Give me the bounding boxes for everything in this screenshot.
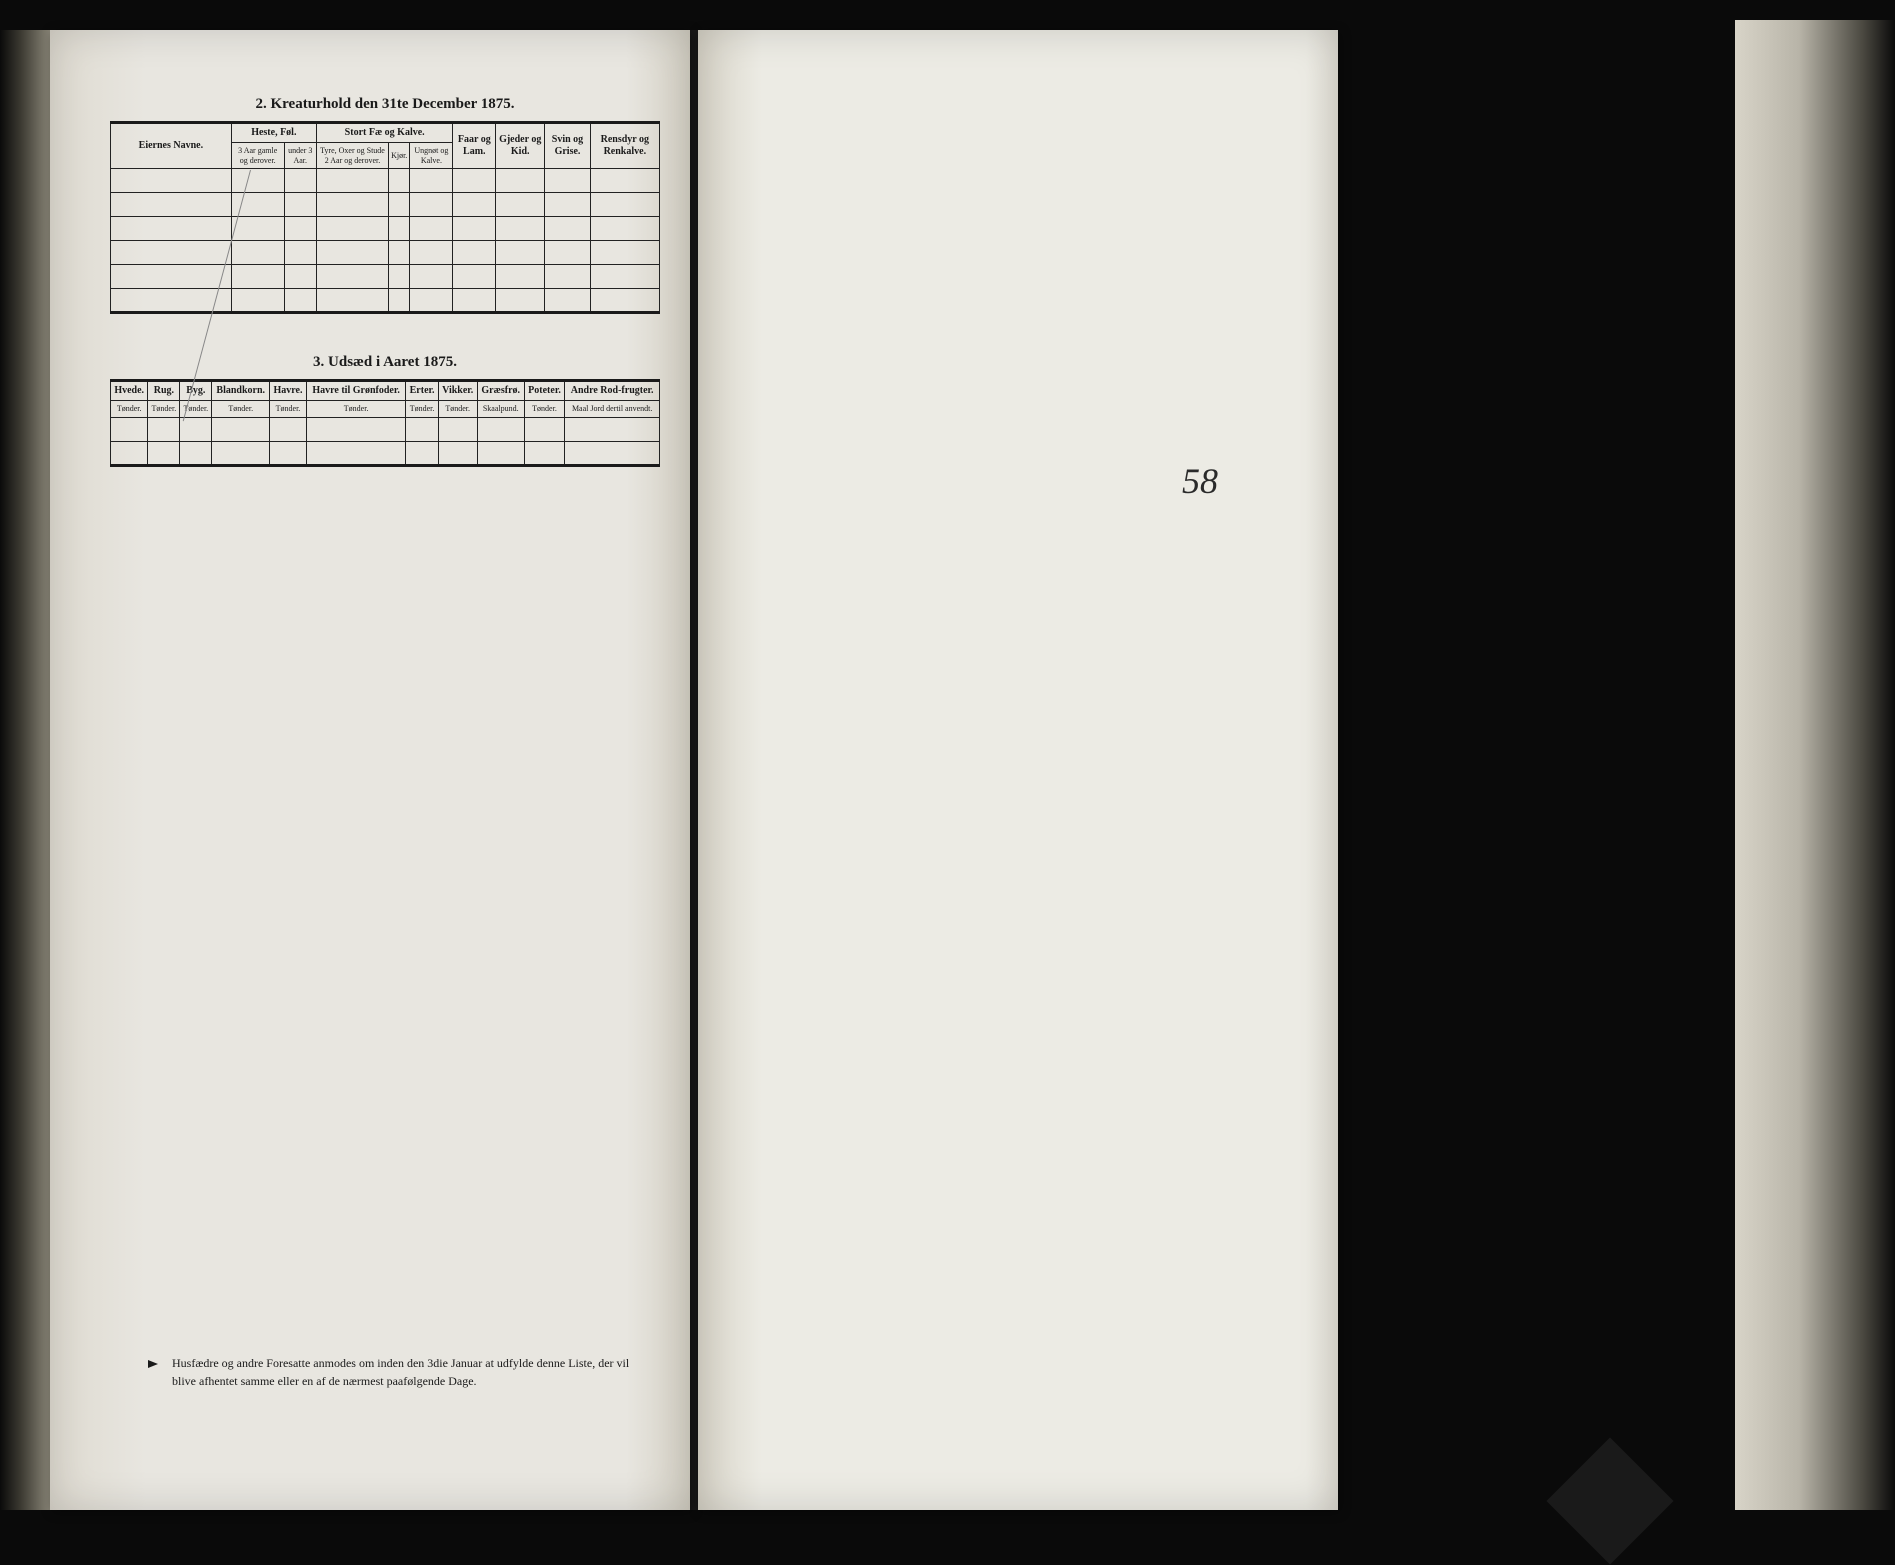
table-unit-row: Tønder. Tønder. Tønder. Tønder. Tønder. … bbox=[111, 401, 660, 418]
col-vikker: Vikker. bbox=[438, 381, 477, 401]
pointing-hand-icon bbox=[130, 1354, 160, 1390]
col-owner: Eiernes Navne. bbox=[111, 123, 232, 169]
table-row bbox=[111, 169, 660, 193]
handwritten-page-number: 58 bbox=[1182, 460, 1218, 502]
unit-tonder: Tønder. bbox=[306, 401, 406, 418]
col-pigs: Svin og Grise. bbox=[545, 123, 590, 169]
book-spine bbox=[690, 30, 698, 1510]
col-erter: Erter. bbox=[406, 381, 438, 401]
footer-text: Husfædre og andre Foresatte anmodes om i… bbox=[172, 1354, 650, 1390]
col-group-cattle: Stort Fæ og Kalve. bbox=[316, 123, 453, 143]
col-cattle-young: Ungnøt og Kalve. bbox=[410, 143, 453, 169]
col-havre: Havre. bbox=[270, 381, 307, 401]
col-horses-under3: under 3 Aar. bbox=[284, 143, 316, 169]
col-cattle-cows: Kjør. bbox=[389, 143, 410, 169]
table-row bbox=[111, 265, 660, 289]
col-havre-gron: Havre til Grønfoder. bbox=[306, 381, 406, 401]
table-row bbox=[111, 193, 660, 217]
seeding-body bbox=[111, 417, 660, 465]
unit-maal: Maal Jord dertil anvendt. bbox=[565, 401, 660, 418]
col-byg: Byg. bbox=[180, 381, 212, 401]
unit-tonder: Tønder. bbox=[524, 401, 565, 418]
col-cattle-bulls: Tyre, Oxer og Stude 2 Aar og derover. bbox=[316, 143, 388, 169]
table-row bbox=[111, 441, 660, 465]
unit-tonder: Tønder. bbox=[111, 401, 148, 418]
table-row bbox=[111, 417, 660, 441]
unit-tonder: Tønder. bbox=[270, 401, 307, 418]
col-rug: Rug. bbox=[148, 381, 180, 401]
col-sheep: Faar og Lam. bbox=[453, 123, 496, 169]
seeding-table: Hvede. Rug. Byg. Blandkorn. Havre. Havre… bbox=[110, 379, 660, 467]
page-stack-left bbox=[0, 30, 50, 1510]
col-andre: Andre Rod-frugter. bbox=[565, 381, 660, 401]
col-hvede: Hvede. bbox=[111, 381, 148, 401]
col-goats: Gjeder og Kid. bbox=[496, 123, 545, 169]
unit-skaal: Skaalpund. bbox=[477, 401, 524, 418]
unit-tonder: Tønder. bbox=[212, 401, 270, 418]
left-page: 2. Kreaturhold den 31te December 1875. E… bbox=[50, 30, 690, 1510]
section-2-title: 2. Kreaturhold den 31te December 1875. bbox=[110, 96, 660, 113]
livestock-table: Eiernes Navne. Heste, Føl. Stort Fæ og K… bbox=[110, 121, 660, 314]
open-book: 2. Kreaturhold den 31te December 1875. E… bbox=[50, 30, 1850, 1510]
col-poteter: Poteter. bbox=[524, 381, 565, 401]
right-page: 58 bbox=[698, 30, 1338, 1510]
table-row bbox=[111, 217, 660, 241]
col-horses-3yr: 3 Aar gamle og derover. bbox=[231, 143, 284, 169]
table-row bbox=[111, 289, 660, 313]
section-3-title: 3. Udsæd i Aaret 1875. bbox=[110, 354, 660, 371]
unit-tonder: Tønder. bbox=[406, 401, 438, 418]
table-row bbox=[111, 241, 660, 265]
col-blandkorn: Blandkorn. bbox=[212, 381, 270, 401]
livestock-body bbox=[111, 169, 660, 313]
unit-tonder: Tønder. bbox=[148, 401, 180, 418]
unit-tonder: Tønder. bbox=[438, 401, 477, 418]
table-header-row: Eiernes Navne. Heste, Føl. Stort Fæ og K… bbox=[111, 123, 660, 143]
footer-note: Husfædre og andre Foresatte anmodes om i… bbox=[130, 1354, 650, 1390]
col-reindeer: Rensdyr og Renkalve. bbox=[590, 123, 659, 169]
col-graesfro: Græsfrø. bbox=[477, 381, 524, 401]
col-group-horses: Heste, Føl. bbox=[231, 123, 316, 143]
